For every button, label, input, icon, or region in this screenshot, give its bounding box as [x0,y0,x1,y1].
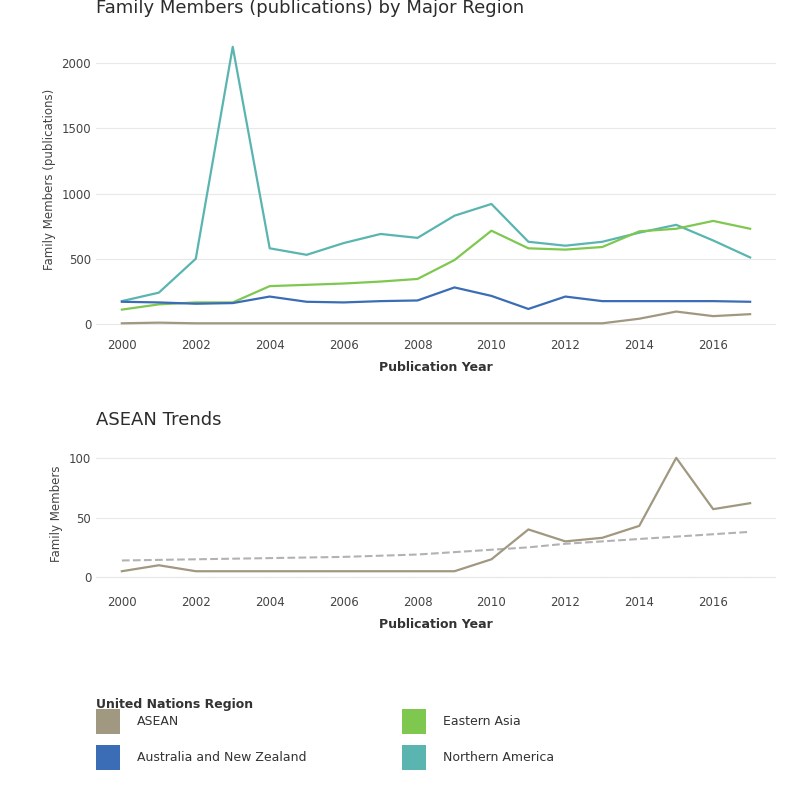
Text: Family Members (publications) by Major Region: Family Members (publications) by Major R… [96,0,524,17]
FancyBboxPatch shape [402,709,426,734]
Y-axis label: Family Members: Family Members [50,466,63,562]
FancyBboxPatch shape [96,745,120,770]
Text: Australia and New Zealand: Australia and New Zealand [137,751,306,764]
Text: Eastern Asia: Eastern Asia [443,715,521,728]
X-axis label: Publication Year: Publication Year [379,361,493,374]
X-axis label: Publication Year: Publication Year [379,618,493,630]
Text: ASEAN Trends: ASEAN Trends [96,411,222,430]
Text: Northern America: Northern America [443,751,554,764]
FancyBboxPatch shape [96,709,120,734]
Text: United Nations Region: United Nations Region [96,698,253,711]
Y-axis label: Family Members (publications): Family Members (publications) [43,89,56,270]
FancyBboxPatch shape [402,745,426,770]
Text: ASEAN: ASEAN [137,715,179,728]
